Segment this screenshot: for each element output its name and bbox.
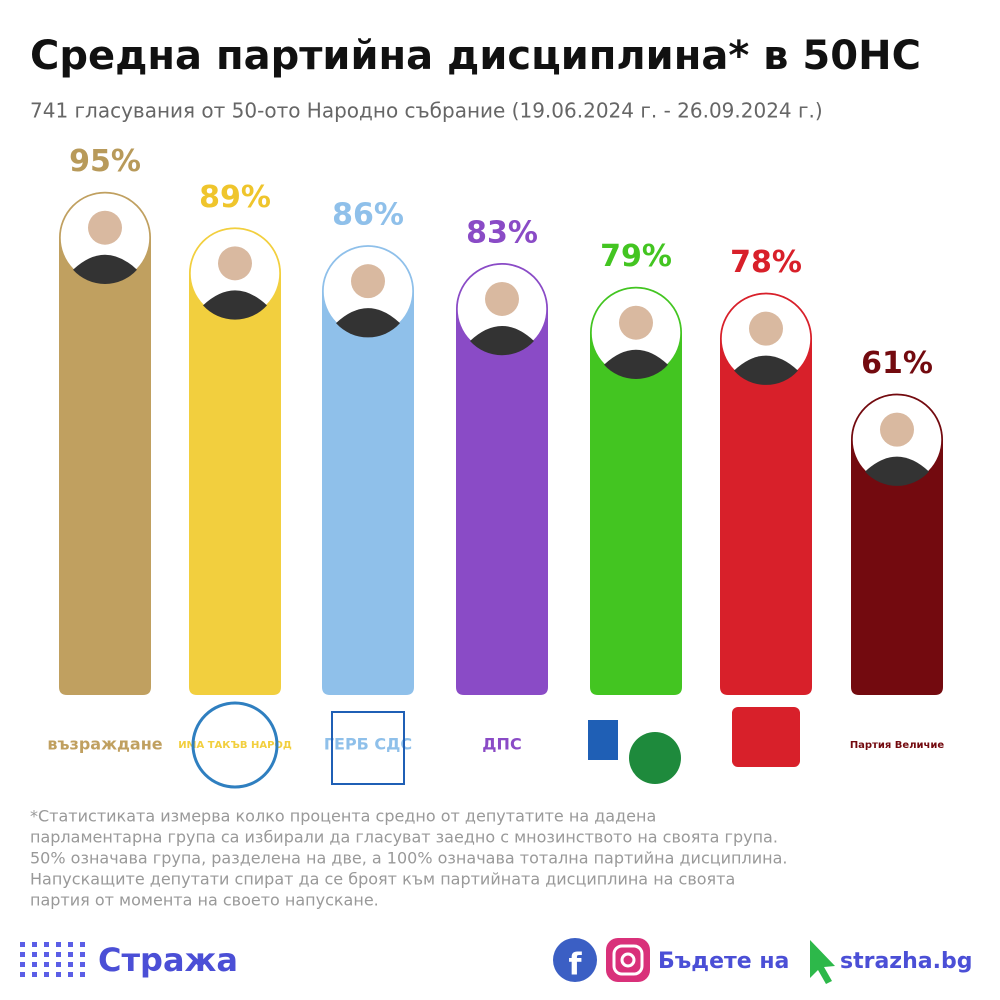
logo-mark [588, 720, 618, 760]
subtitle: 741 гласувания от 50-ото Народно събрани… [30, 99, 823, 123]
portrait-body [470, 325, 534, 356]
party-logo-text: Партия Величие [850, 740, 945, 751]
party-logo-text: ГЕРБ СДС [324, 735, 412, 754]
portrait-body [73, 254, 137, 284]
bar [590, 286, 682, 695]
portrait-body [734, 355, 798, 385]
logo-circle [629, 732, 681, 784]
party-logo-text: възраждане [47, 735, 162, 754]
instagram-lens [620, 952, 636, 968]
portrait-head [485, 281, 519, 316]
portrait-body [604, 349, 668, 379]
portrait-head [880, 412, 914, 447]
value-label: 83% [466, 215, 538, 250]
footnote: *Статистиката измерва колко процента сре… [30, 807, 787, 910]
portrait-body [336, 308, 400, 338]
portrait-body [865, 456, 929, 486]
cursor-icon [810, 940, 835, 984]
facebook-icon[interactable] [553, 938, 597, 982]
portrait-head [749, 311, 783, 346]
footer: Стража f Бъдете на strazha.bg [20, 938, 972, 984]
chart-title: Средна партийна дисциплина* в 50НС [30, 33, 921, 79]
value-label: 89% [199, 180, 271, 215]
portrait-head [218, 246, 252, 281]
party-logo-text: ДПС [482, 735, 521, 754]
footnote-line: *Статистиката измерва колко процента сре… [30, 807, 656, 826]
footnote-line: 50% означава група, разделена на две, а … [30, 849, 787, 868]
logo-box [331, 711, 405, 785]
portrait-body [203, 290, 267, 320]
party-logo-text: ИМА ТАКЪВ НАРОД [178, 740, 292, 751]
brand: Стража [98, 941, 238, 979]
value-label: 78% [730, 245, 802, 280]
value-label: 79% [600, 239, 672, 274]
bar [456, 262, 548, 695]
value-label: 86% [332, 198, 404, 233]
value-label: 95% [69, 144, 141, 179]
cta: Бъдете на [658, 949, 789, 974]
bar [189, 227, 281, 695]
instagram-frame [612, 944, 644, 976]
footnote-line: Напускащите депутати спират да се броят … [30, 870, 735, 889]
logo-box [732, 707, 800, 767]
bar [59, 191, 151, 695]
brand-icon [20, 942, 85, 977]
portrait-head [619, 305, 653, 340]
facebook-f: f [568, 948, 582, 983]
bar [322, 245, 414, 695]
footnote-line: парламентарна група са избирали да гласу… [30, 828, 778, 847]
footnote-line: партия от момента на своето напускане. [30, 891, 379, 910]
logo-ring [191, 701, 279, 789]
bar [720, 292, 812, 695]
site[interactable]: strazha.bg [840, 949, 972, 974]
portrait-head [88, 210, 122, 245]
portrait-head [351, 264, 385, 299]
value-label: 61% [861, 346, 933, 381]
